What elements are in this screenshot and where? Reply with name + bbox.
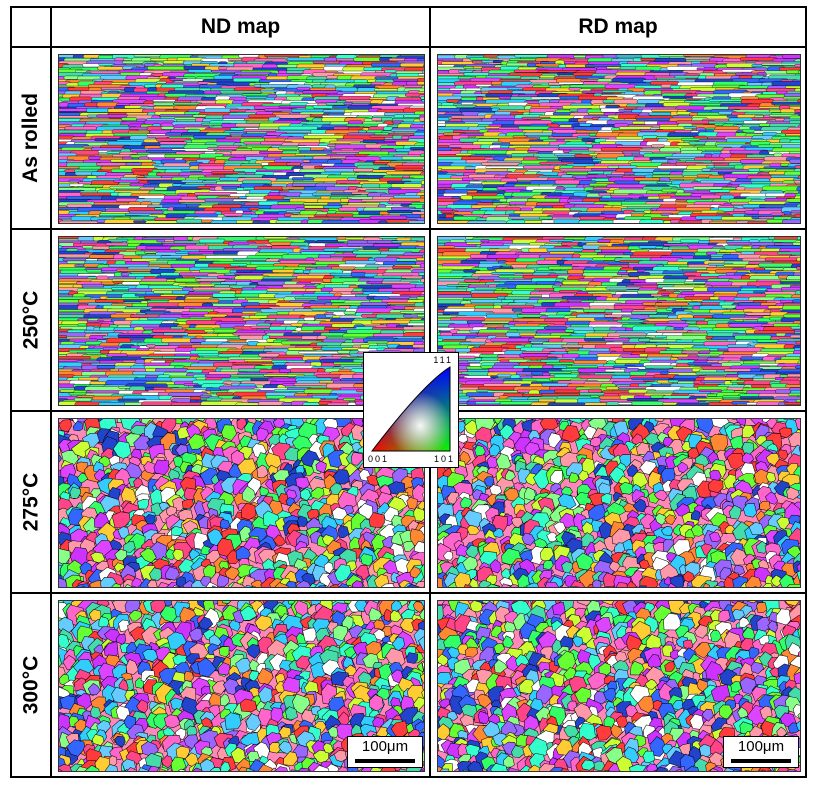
row-header-label: 275°C [19, 472, 43, 532]
row-header-label: As rolled [19, 93, 43, 183]
rd-map-cell-300c: 100μm [431, 594, 805, 776]
row-header-250c: 250°C [12, 230, 52, 412]
grain-texture [438, 419, 800, 587]
rd-map-cell-as-rolled [431, 48, 805, 230]
nd-map-cell-as-rolled [52, 48, 431, 230]
column-header-rd: RD map [431, 8, 805, 48]
ebsd-map [437, 236, 801, 406]
ebsd-map [58, 600, 425, 772]
grain-texture [438, 237, 800, 405]
ipf-label-111: 111 [433, 355, 453, 365]
ipf-label-101: 101 [433, 454, 455, 464]
scale-bar: 100μm [347, 736, 423, 768]
nd-map-cell-275c [52, 412, 431, 594]
row-header-as-rolled: As rolled [12, 48, 52, 230]
scale-bar-line [731, 759, 791, 763]
ebsd-map [58, 54, 425, 224]
column-header-nd-label: ND map [200, 15, 281, 38]
grain-texture [438, 55, 800, 223]
corner-cell [12, 8, 52, 48]
ipf-label-001: 001 [368, 454, 390, 464]
nd-map-cell-300c: 100μm [52, 594, 431, 776]
row-header-300c: 300°C [12, 594, 52, 776]
grain-texture [59, 419, 424, 587]
ebsd-map [437, 54, 801, 224]
ebsd-map [58, 418, 425, 588]
rd-map-cell-250c [431, 230, 805, 412]
row-header-label: 250°C [19, 290, 43, 350]
grain-texture [59, 55, 424, 223]
scale-bar-label: 100μm [361, 738, 409, 755]
scale-bar-line [355, 759, 415, 763]
rd-map-cell-275c [431, 412, 805, 594]
ipf-color-key: 111 001 101 [363, 352, 459, 468]
grain-texture [59, 601, 424, 771]
ipf-triangle-graphic [370, 366, 451, 452]
ebsd-map [437, 418, 801, 588]
column-header-rd-label: RD map [578, 15, 658, 38]
scale-bar: 100μm [723, 736, 799, 768]
ebsd-figure-grid: ND map RD map As rolled 250°C 275°C 300°… [10, 6, 807, 778]
row-header-275c: 275°C [12, 412, 52, 594]
row-header-label: 300°C [19, 655, 43, 715]
nd-map-cell-250c [52, 230, 431, 412]
scale-bar-label: 100μm [737, 738, 785, 755]
column-header-nd: ND map [52, 8, 431, 48]
